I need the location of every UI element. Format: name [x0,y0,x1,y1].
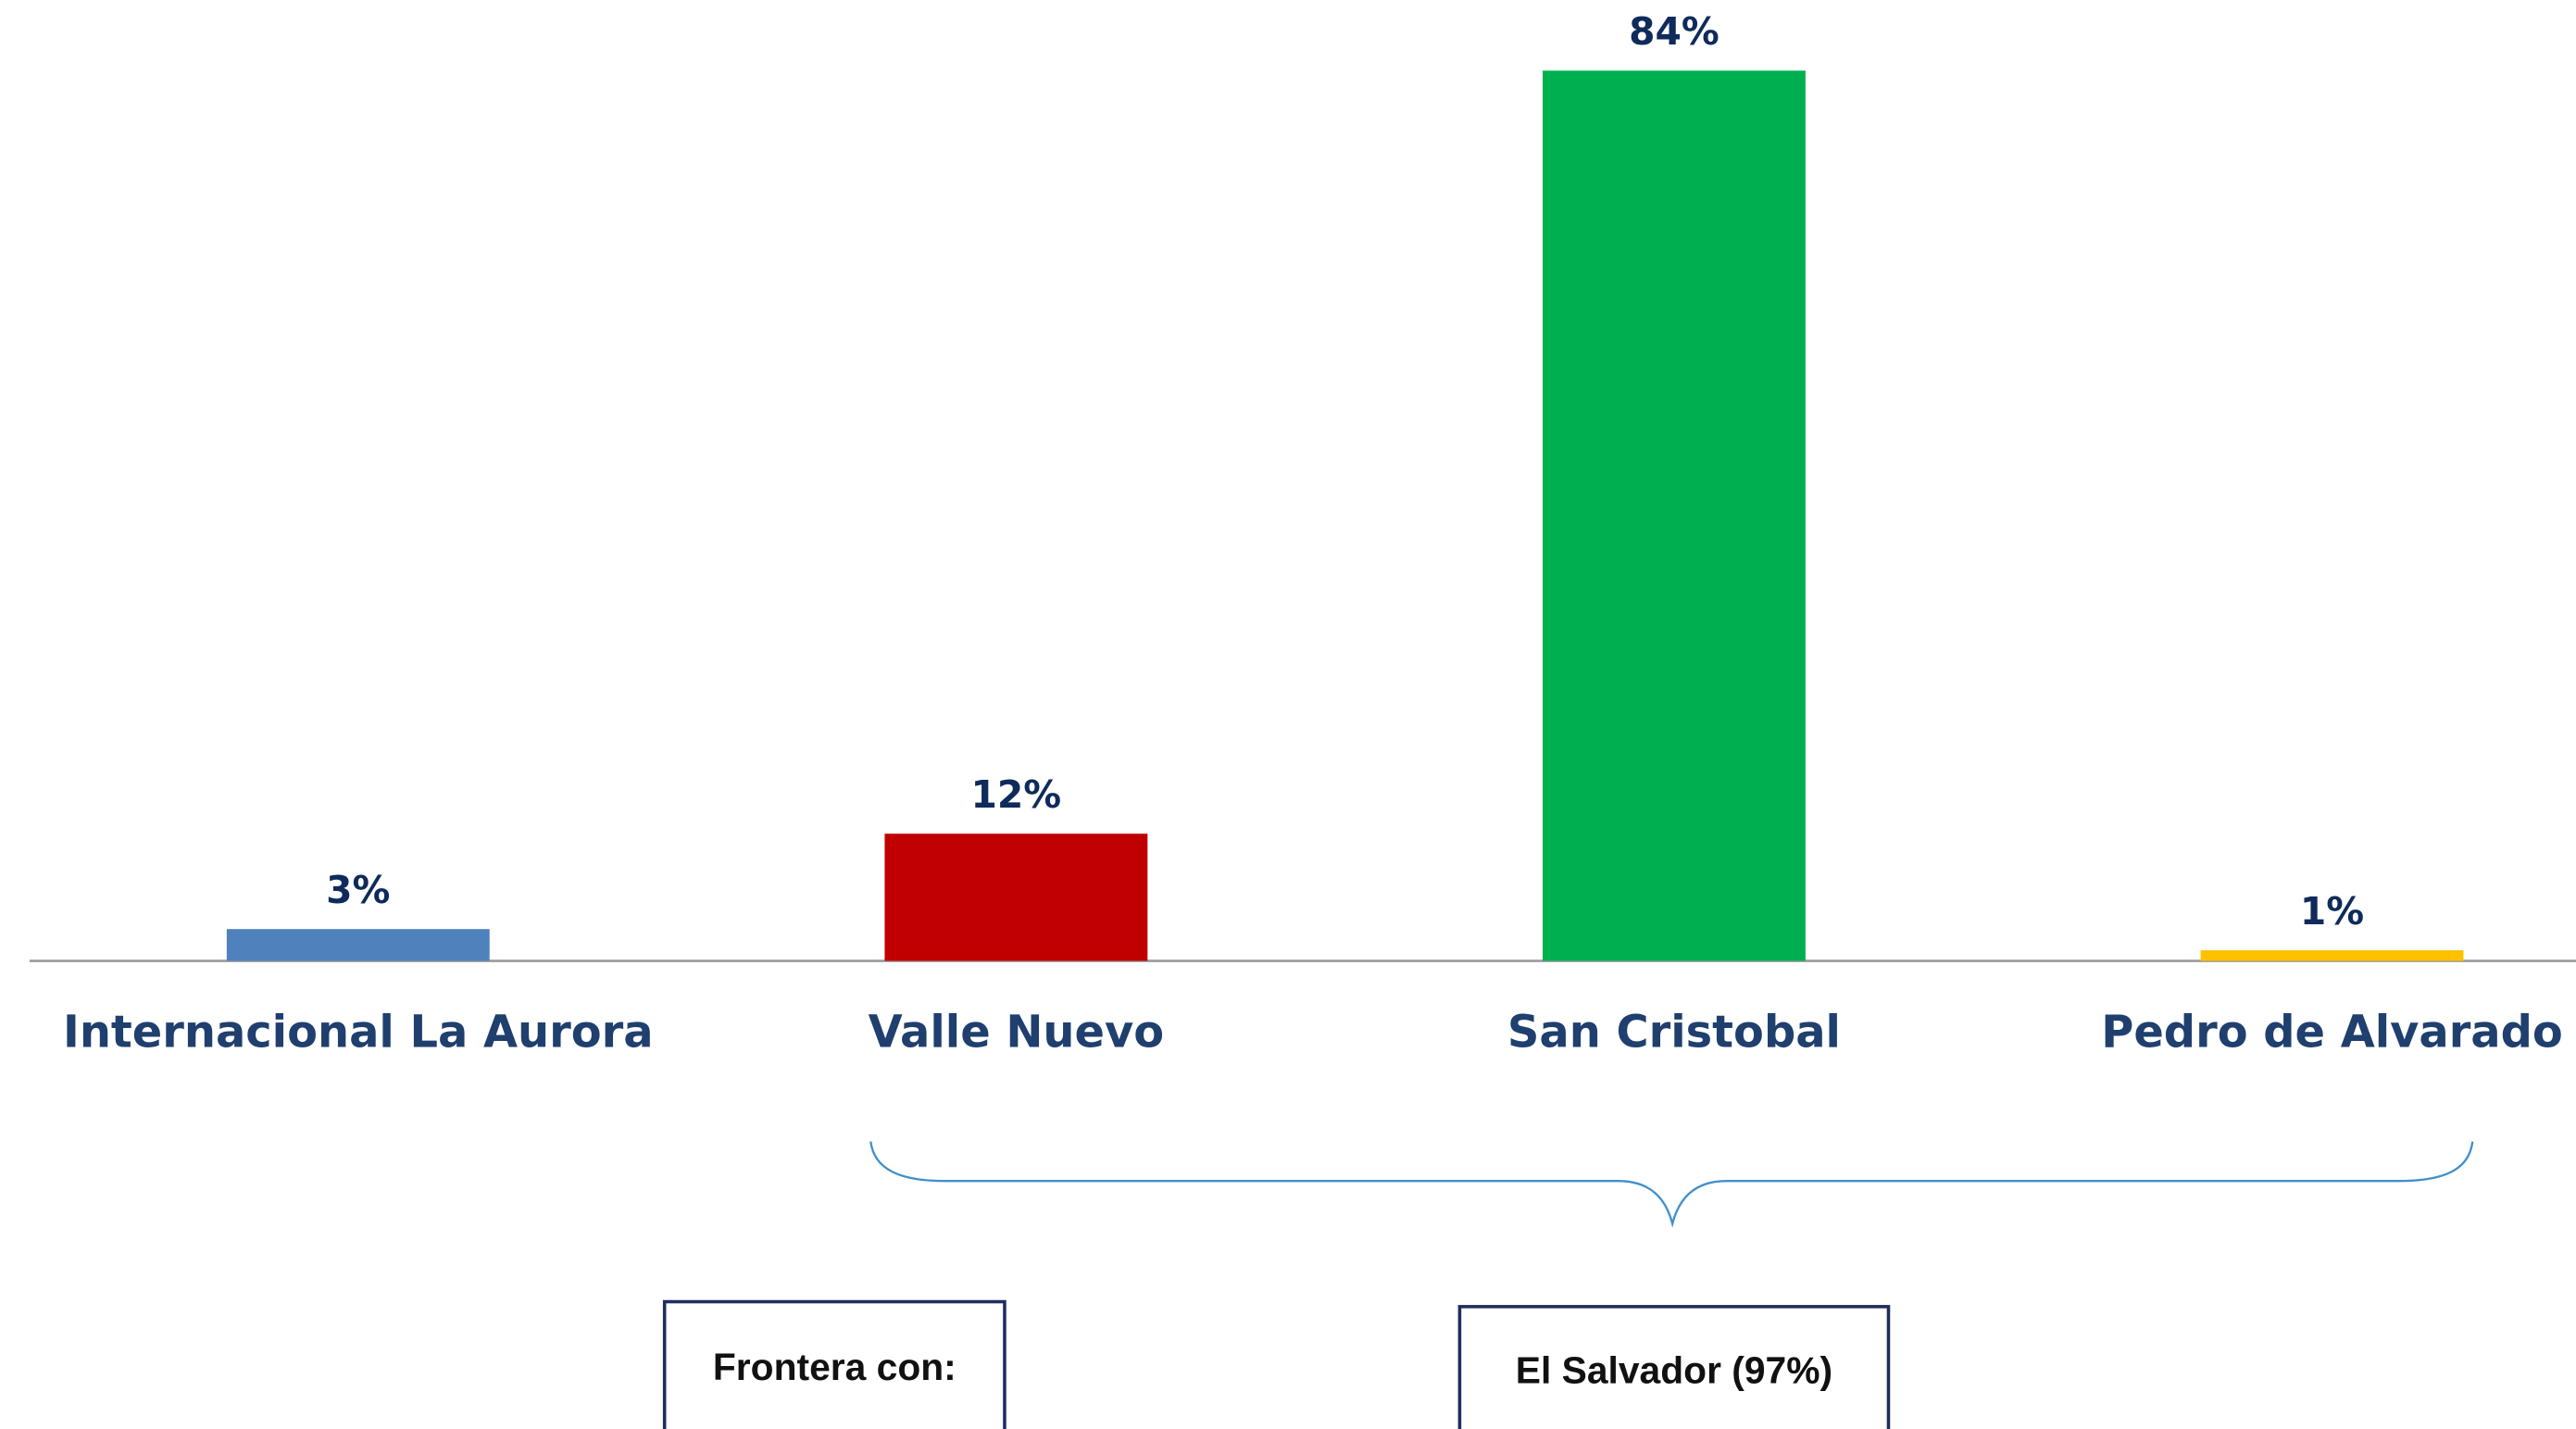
bar [884,834,1148,961]
bar [1543,70,1806,961]
x-tick-label: Pedro de Alvarado [2101,1007,2563,1058]
annotation-box [1457,1305,1891,1429]
brace [869,1141,2474,1228]
value-label: 1% [2300,889,2364,934]
bar [226,929,490,961]
bar [2200,950,2464,961]
value-label: 84% [1629,9,1719,54]
x-tick-label: San Cristobal [1507,1007,1841,1058]
annotation: El Salvador (97%) [1516,1348,1832,1391]
value-label: 12% [971,772,1062,817]
annotation-box [662,1299,1007,1429]
value-label: 3% [326,868,390,912]
x-tick-label: Valle Nuevo [869,1007,1164,1058]
x-tick-label: Internacional La Aurora [63,1007,654,1058]
annotation: Frontera con: [713,1346,957,1388]
